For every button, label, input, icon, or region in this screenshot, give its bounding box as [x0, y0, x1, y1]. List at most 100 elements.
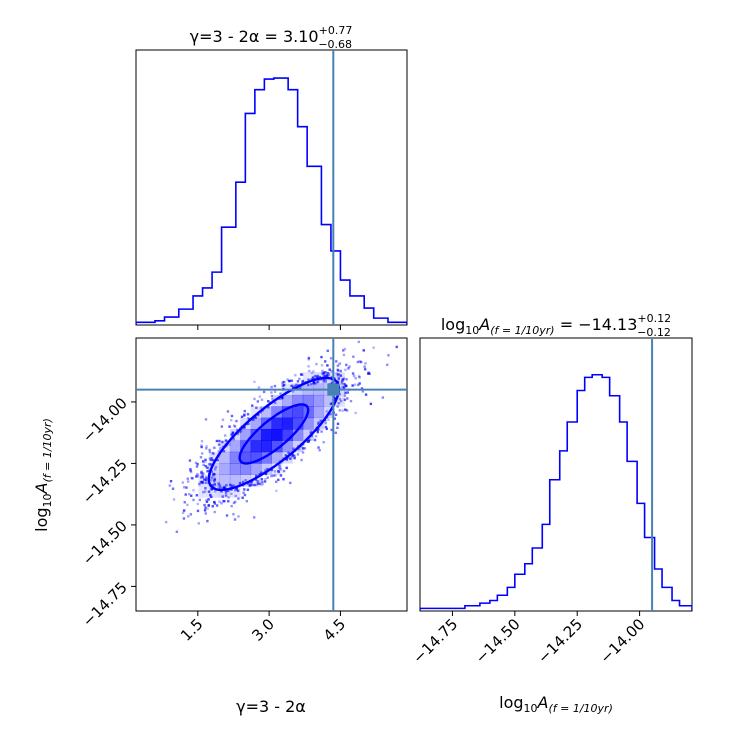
density-cell: [250, 440, 262, 453]
scatter-point: [291, 453, 295, 457]
density-cell: [302, 372, 314, 384]
scatter-point: [299, 373, 303, 376]
scatter-point: [172, 498, 176, 501]
scatter-point: [197, 522, 200, 525]
scatter-point: [330, 370, 333, 373]
scatter-point: [200, 471, 203, 474]
x-axis-label-log10a: log10A(f = 1/10yr): [499, 693, 613, 715]
scatter-point: [320, 355, 323, 359]
density-cell: [313, 417, 325, 430]
scatter-point: [352, 355, 355, 358]
scatter-point: [248, 484, 251, 488]
scatter-point: [205, 500, 209, 503]
scatter-point: [281, 384, 284, 388]
density-cell: [229, 440, 241, 453]
scatter-point: [210, 495, 213, 499]
scatter-point: [278, 466, 281, 469]
scatter-point: [253, 397, 256, 401]
scatter-point: [246, 488, 250, 491]
scatter-point: [285, 466, 288, 470]
scatter-point: [321, 369, 324, 373]
scatter-point: [223, 434, 227, 437]
scatter-point: [339, 369, 342, 373]
scatter-point: [322, 441, 325, 444]
density-cell: [250, 463, 262, 475]
scatter-point: [284, 454, 287, 457]
scatter-point: [282, 478, 285, 481]
scatter-point: [270, 468, 274, 472]
scatter-point: [221, 495, 224, 498]
scatter-point: [363, 365, 366, 368]
scatter-point: [213, 468, 217, 471]
density-cell: [292, 394, 304, 407]
scatter-point: [227, 489, 230, 493]
joint-ytick-label-2: −14.50: [79, 517, 131, 569]
scatter-point: [222, 449, 226, 453]
scatter-point: [256, 400, 260, 403]
density-cell: [271, 429, 283, 441]
scatter-point: [337, 402, 340, 405]
scatter-point: [267, 406, 270, 409]
scatter-point: [250, 483, 253, 487]
scatter-point: [311, 376, 315, 379]
scatter-point: [281, 381, 285, 384]
scatter-point: [204, 460, 207, 463]
scatter-point: [201, 475, 204, 478]
scatter-point: [206, 519, 209, 523]
scatter-point: [342, 386, 346, 390]
scatter-point: [231, 484, 234, 488]
scatter-point: [194, 461, 198, 465]
scatter-point: [323, 360, 327, 363]
scatter-point: [247, 482, 250, 485]
density-cell: [229, 474, 241, 487]
scatter-point: [325, 427, 328, 431]
scatter-point: [303, 447, 307, 450]
scatter-point: [341, 385, 344, 389]
scatter-point: [266, 467, 269, 471]
scatter-point: [196, 502, 200, 506]
scatter-point: [203, 509, 207, 512]
scatter-point: [200, 444, 203, 447]
scatter-point: [210, 470, 214, 473]
scatter-point: [307, 358, 310, 361]
scatter-point: [181, 511, 185, 514]
scatter-point: [363, 368, 367, 371]
joint-scatter-points: [164, 331, 398, 533]
scatter-point: [316, 422, 320, 425]
scatter-point: [293, 384, 296, 388]
scatter-point: [252, 418, 255, 421]
scatter-point: [310, 371, 313, 375]
scatter-point: [292, 386, 295, 389]
scatter-point: [343, 394, 347, 397]
scatter-point: [347, 367, 350, 370]
scatter-point: [233, 500, 237, 504]
joint-ytick-label-3: −14.75: [79, 579, 131, 631]
log10a-histogram-steps: [420, 373, 692, 611]
scatter-point: [220, 425, 224, 428]
scatter-point: [211, 484, 214, 487]
scatter-point: [335, 372, 339, 375]
density-cell: [281, 440, 293, 453]
scatter-point: [334, 431, 338, 434]
scatter-point: [217, 486, 220, 490]
scatter-point: [280, 397, 283, 400]
scatter-point: [187, 515, 190, 518]
scatter-point: [225, 484, 228, 487]
scatter-point: [270, 394, 274, 398]
scatter-point: [240, 415, 244, 418]
density-cell: [292, 406, 304, 419]
scatter-point: [341, 378, 344, 381]
scatter-point: [205, 476, 208, 479]
scatter-point: [169, 480, 173, 483]
scatter-point: [383, 331, 385, 333]
scatter-point: [272, 474, 275, 477]
log10a-xtick-label-0: −14.75: [409, 615, 461, 667]
scatter-point: [262, 390, 266, 394]
scatter-point: [372, 346, 375, 349]
scatter-point: [210, 476, 214, 479]
scatter-point: [340, 382, 343, 385]
gamma-histogram: [136, 50, 407, 325]
scatter-point: [243, 488, 246, 491]
scatter-point: [221, 418, 225, 421]
scatter-point: [205, 445, 208, 448]
